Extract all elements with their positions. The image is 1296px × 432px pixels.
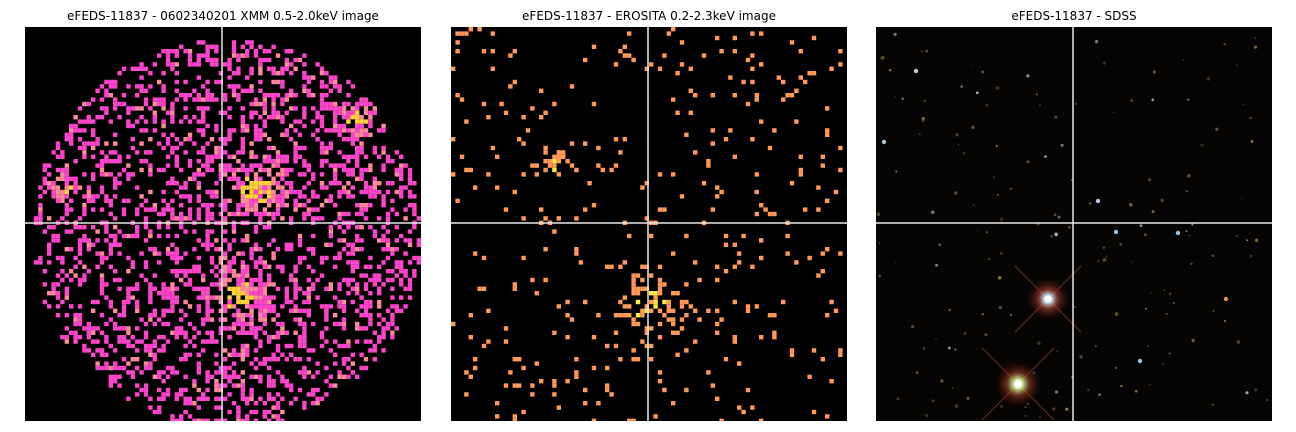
sdss-crosshair <box>876 27 1272 421</box>
xmm-crosshair <box>25 27 421 421</box>
erosita-panel-title: eFEDS-11837 - EROSITA 0.2-2.3keV image <box>522 9 776 23</box>
erosita-panel: eFEDS-11837 - EROSITA 0.2-2.3keV image <box>451 0 847 432</box>
xmm-image <box>25 27 421 421</box>
erosita-count-pixels <box>451 27 843 421</box>
xmm-panel: eFEDS-11837 - 0602340201 XMM 0.5-2.0keV … <box>25 0 421 432</box>
sdss-image-canvas <box>876 27 1272 421</box>
sdss-panel: eFEDS-11837 - SDSS <box>876 0 1272 432</box>
erosita-image-canvas <box>451 27 847 421</box>
sdss-sources <box>876 32 1269 418</box>
erosita-image <box>451 27 847 421</box>
bright-star-upper <box>1014 265 1082 333</box>
xmm-count-pixels <box>33 40 421 421</box>
erosita-crosshair <box>451 27 847 421</box>
sdss-image <box>876 27 1272 421</box>
xmm-panel-title: eFEDS-11837 - 0602340201 XMM 0.5-2.0keV … <box>67 9 379 23</box>
xmm-image-canvas <box>25 27 421 421</box>
bright-star-lower <box>981 347 1055 421</box>
sdss-panel-title: eFEDS-11837 - SDSS <box>1011 9 1137 23</box>
